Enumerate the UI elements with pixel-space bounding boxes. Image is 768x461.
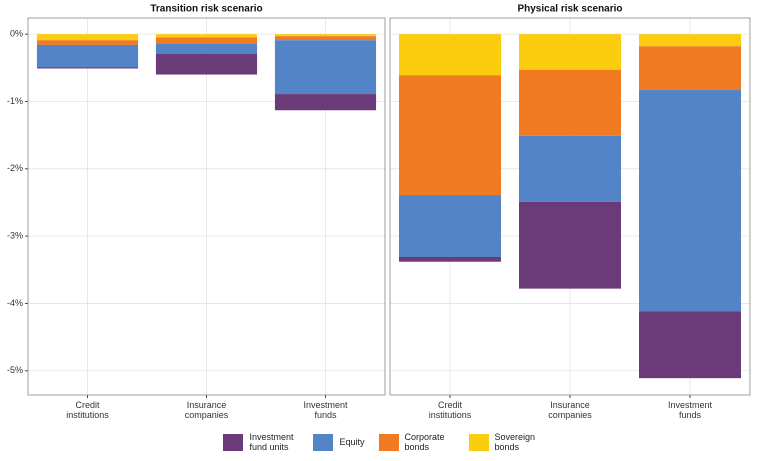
legend: Investment fund units Equity Corporate bon… <box>0 432 768 452</box>
legend-swatch <box>223 433 244 451</box>
y-tick-label: -3% <box>7 230 23 240</box>
bar-segment <box>274 34 377 37</box>
bar-segment <box>155 43 258 54</box>
bar-segment <box>519 135 621 202</box>
legend-item: Sovereign bonds <box>468 432 545 452</box>
bar-segment <box>399 256 501 262</box>
bar-segment <box>274 36 377 41</box>
bar-segment <box>399 34 501 76</box>
y-tick-label: -4% <box>7 298 23 308</box>
panel-border <box>27 17 386 396</box>
x-tick-label: Insurance companies <box>184 400 229 420</box>
bar-segment <box>399 75 501 196</box>
panel-title: Transition risk scenario <box>150 4 262 15</box>
bar-segment <box>639 90 741 312</box>
panel-title: Physical risk scenario <box>517 4 622 15</box>
bar-segment <box>155 37 258 44</box>
bar-segment <box>519 34 621 70</box>
strip-bg <box>390 0 750 18</box>
strip-bg <box>28 0 385 18</box>
legend-swatch <box>313 433 334 451</box>
panel-border <box>389 17 751 396</box>
y-tick-label: -1% <box>7 96 23 106</box>
bar-segment <box>155 34 258 38</box>
bar-segment <box>155 53 258 75</box>
bar-segment <box>399 195 501 257</box>
x-tick-label: Credit institutions <box>428 400 472 420</box>
bar-segment <box>274 94 377 111</box>
legend-swatch <box>378 433 399 451</box>
legend-swatch <box>468 433 489 451</box>
y-tick-label: -2% <box>7 163 23 173</box>
x-tick-label: Credit institutions <box>66 400 109 420</box>
bar-segment <box>639 34 741 47</box>
x-tick-label: Investment funds <box>303 400 348 420</box>
legend-item: Corporate bonds <box>378 432 455 452</box>
bar-segment <box>36 44 139 68</box>
bar-segment <box>519 69 621 136</box>
y-tick-label: 0% <box>10 29 23 39</box>
legend-label: Sovereign bonds <box>494 432 536 452</box>
bar-segment <box>36 40 139 45</box>
bar-segment <box>36 34 139 41</box>
bar-segment <box>639 46 741 91</box>
x-tick-label: Investment funds <box>667 400 713 420</box>
bar-segment <box>274 40 377 95</box>
bar-segment <box>519 201 621 289</box>
legend-label: Equity <box>339 437 365 447</box>
legend-item: Equity <box>313 433 365 451</box>
legend-label: Corporate bonds <box>404 432 445 452</box>
x-tick-label: Insurance companies <box>548 400 592 420</box>
y-tick-label: -5% <box>7 365 23 375</box>
bar-segment <box>639 311 741 379</box>
bar-segment <box>36 67 139 69</box>
legend-item: Investment fund units <box>223 432 299 452</box>
legend-label: Investment fund units <box>249 432 294 452</box>
